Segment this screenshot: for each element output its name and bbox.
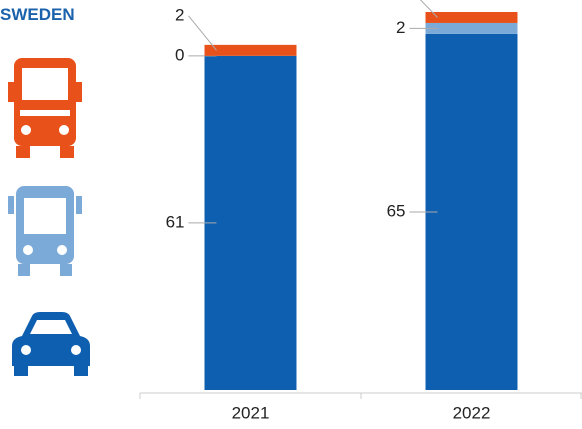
- data-label: 61: [166, 212, 185, 231]
- x-tick-label: 2022: [453, 403, 491, 422]
- x-tick-label: 2021: [232, 403, 270, 422]
- bar-segment: [204, 55, 297, 391]
- bar-segment: [425, 33, 518, 390]
- leader-line: [419, 0, 438, 18]
- bar-segment: [204, 44, 297, 56]
- bar-segment: [425, 12, 518, 23]
- chart-title: SWEDEN: [0, 5, 75, 24]
- data-label: 2: [396, 18, 405, 37]
- bar-segment: [425, 22, 518, 34]
- data-label: 65: [387, 201, 406, 220]
- leader-line: [188, 15, 217, 51]
- data-label: 2: [175, 5, 184, 24]
- data-label: 0: [175, 45, 184, 64]
- truck-icon: [8, 58, 82, 158]
- bus-icon: [8, 186, 82, 276]
- car-icon: [12, 312, 90, 376]
